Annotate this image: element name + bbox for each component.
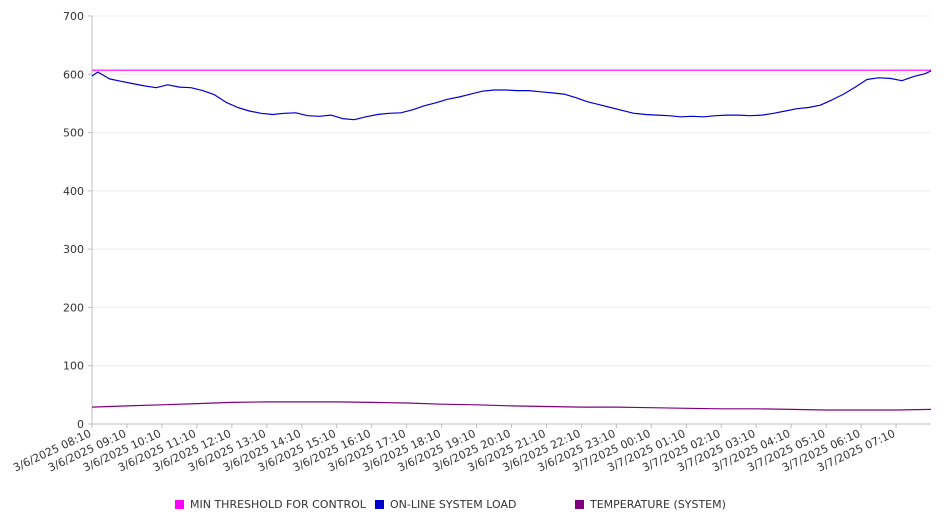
legend-item-online-system-load: ON-LINE SYSTEM LOAD xyxy=(375,498,516,511)
legend-swatch-temperature-system xyxy=(575,500,584,509)
axes xyxy=(88,15,931,428)
legend-item-temperature-system: TEMPERATURE (SYSTEM) xyxy=(575,498,726,511)
y-axis-tick-labels: 0 100 200 300 400 500 600 700 xyxy=(63,10,84,431)
y-tick-label: 600 xyxy=(63,68,84,81)
grid xyxy=(92,15,931,367)
legend-item-min-threshold: MIN THRESHOLD FOR CONTROL xyxy=(175,498,366,511)
legend-label-temperature-system: TEMPERATURE (SYSTEM) xyxy=(590,498,726,511)
y-tick-label: 400 xyxy=(63,185,84,198)
legend-label-online-system-load: ON-LINE SYSTEM LOAD xyxy=(390,498,517,511)
y-tick-label: 700 xyxy=(63,10,84,23)
legend: MIN THRESHOLD FOR CONTROL ON-LINE SYSTEM… xyxy=(0,498,946,514)
series-line-online-system-load xyxy=(91,70,932,121)
y-tick-label: 300 xyxy=(63,243,84,256)
legend-label-min-threshold: MIN THRESHOLD FOR CONTROL xyxy=(190,498,366,511)
series-lines xyxy=(91,69,932,411)
y-tick-label: 0 xyxy=(77,418,84,431)
series-line-temperature-system xyxy=(91,401,932,411)
y-tick-label: 500 xyxy=(63,127,84,140)
legend-swatch-min-threshold xyxy=(175,500,184,509)
x-axis-tick-labels: 3/6/2025 08:103/6/2025 09:103/6/2025 10:… xyxy=(11,427,897,475)
y-tick-label: 100 xyxy=(63,360,84,373)
y-tick-label: 200 xyxy=(63,301,84,314)
legend-swatch-online-system-load xyxy=(375,500,384,509)
